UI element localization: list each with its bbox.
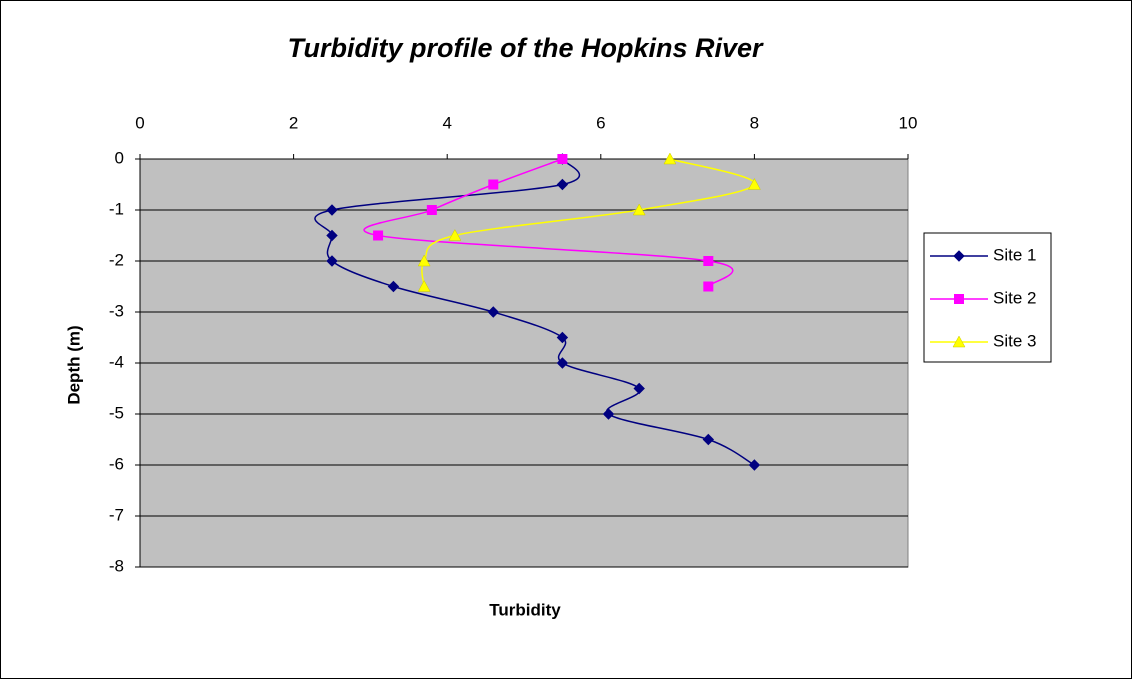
legend-marker [952, 335, 966, 348]
y-tick-label: -2 [109, 250, 124, 269]
x-tick-label: 2 [289, 113, 298, 132]
y-tick-label: -4 [109, 352, 124, 371]
y-axis-label: Depth (m) [64, 325, 83, 404]
x-axis-label: Turbidity [489, 600, 561, 619]
data-point [663, 152, 677, 165]
y-tick-label: -3 [109, 301, 124, 320]
y-tick-label: 0 [115, 148, 124, 167]
data-point [426, 205, 437, 215]
data-point [633, 382, 645, 395]
x-tick-label: 4 [442, 113, 451, 132]
data-point [373, 230, 384, 241]
data-point [602, 408, 615, 420]
chart-title: Turbidity profile of the Hopkins River [287, 33, 764, 63]
data-point [557, 154, 568, 164]
legend-label: Site 3 [993, 331, 1036, 350]
y-tick-label: -8 [109, 556, 124, 575]
data-point [487, 306, 499, 318]
legend-marker [954, 294, 964, 304]
legend [923, 232, 1052, 363]
legend-label: Site 2 [993, 288, 1036, 307]
y-tick-label: -5 [109, 403, 124, 422]
data-point [556, 357, 569, 369]
x-tick-label: 10 [899, 113, 918, 132]
x-tick-label: 8 [750, 113, 759, 132]
legend-marker [953, 250, 965, 262]
data-point [417, 254, 431, 267]
x-tick-label: 6 [596, 113, 605, 132]
data-point [417, 279, 431, 292]
legend-label: Site 1 [993, 245, 1036, 264]
data-point [488, 179, 499, 190]
data-point [747, 177, 761, 190]
data-point [556, 331, 569, 344]
data-point [703, 281, 714, 292]
y-tick-label: -6 [109, 454, 124, 473]
data-point [387, 280, 400, 293]
data-point [703, 256, 714, 266]
y-tick-label: -7 [109, 505, 124, 524]
data-point [748, 459, 761, 471]
data-point [556, 178, 569, 191]
data-point [448, 228, 462, 241]
y-tick-label: -1 [109, 199, 124, 218]
data-point [702, 433, 715, 446]
x-tick-label: 0 [135, 113, 144, 132]
data-point [326, 229, 338, 242]
data-point [632, 203, 646, 216]
data-point [326, 255, 338, 267]
data-point [326, 204, 338, 216]
